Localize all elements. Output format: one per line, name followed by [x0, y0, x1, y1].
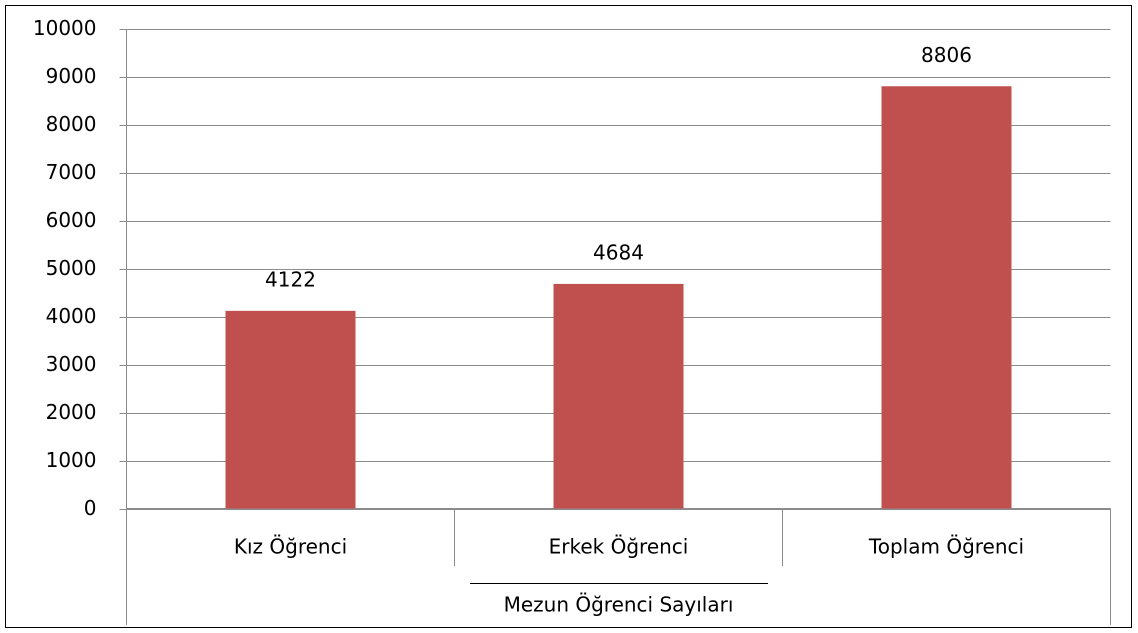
y-tick-label: 9000: [46, 64, 97, 88]
y-tick-label: 8000: [46, 112, 97, 136]
y-tick-label: 0: [84, 496, 97, 520]
data-label: 4122: [265, 267, 316, 291]
y-tick-label: 2000: [46, 400, 97, 424]
y-tick-label: 6000: [46, 208, 97, 232]
x-tick-label: Erkek Öğrenci: [549, 535, 689, 559]
y-tick-label: 4000: [46, 304, 97, 328]
category-group-label: Mezun Öğrenci Sayıları: [504, 593, 734, 617]
data-label: 4684: [593, 240, 644, 264]
y-tick-label: 7000: [46, 160, 97, 184]
y-tick-label: 3000: [46, 352, 97, 376]
bar: [225, 310, 356, 509]
y-tick-label: 1000: [46, 448, 97, 472]
data-label: 8806: [921, 43, 972, 67]
bar: [881, 86, 1012, 509]
bar: [553, 283, 684, 509]
y-tick-label: 5000: [46, 256, 97, 280]
x-tick-label: Kız Öğrenci: [234, 535, 347, 559]
x-tick-label: Toplam Öğrenci: [868, 535, 1024, 559]
y-tick-label: 10000: [33, 16, 97, 40]
